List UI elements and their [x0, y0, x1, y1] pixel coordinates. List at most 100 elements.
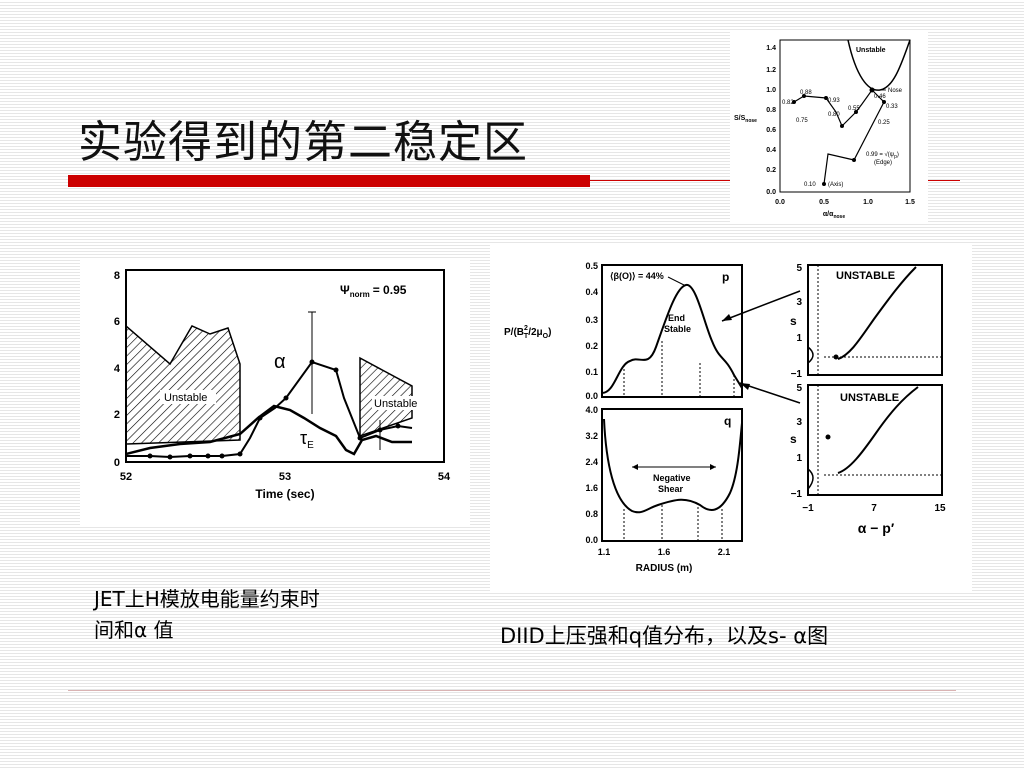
svg-text:0.5: 0.5 [585, 261, 598, 271]
negative-shear-1: Negative [653, 473, 691, 483]
svg-text:1: 1 [796, 453, 802, 464]
s-top-y-ticks: 5 3 1 −1 [791, 263, 803, 380]
svg-text:0.0: 0.0 [585, 535, 598, 545]
inset-s-alpha-trajectory: Unstable Nose 0.88 0.82 0.93 0.46 0.33 0… [734, 39, 915, 220]
svg-text:1.6: 1.6 [658, 547, 671, 557]
end-stable-2: Stable [664, 324, 691, 334]
svg-text:0.93: 0.93 [828, 98, 840, 104]
svg-text:1.2: 1.2 [766, 67, 776, 74]
end-stable-1: End [668, 313, 685, 323]
psi-norm-label: Ψnorm = 0.95 [340, 283, 407, 299]
svg-text:0.80: 0.80 [828, 112, 840, 118]
s-alpha-boundary-bottom [837, 386, 919, 474]
s-ylabel-top: s [790, 314, 797, 328]
svg-text:0.3: 0.3 [585, 315, 598, 325]
svg-text:2: 2 [114, 409, 120, 421]
svg-text:6: 6 [114, 316, 120, 328]
tau-e-label: τE [300, 428, 314, 451]
s-ylabel-bottom: s [790, 432, 797, 446]
svg-text:0.0: 0.0 [766, 189, 776, 196]
inset-point-labels: 0.88 0.82 0.93 0.46 0.33 0.55 0.80 0.75 … [782, 90, 898, 126]
svg-text:1.1: 1.1 [598, 547, 611, 557]
inset-edge-label: (Edge) [874, 160, 892, 166]
alpha-curve [126, 360, 413, 459]
diid-profiles: ⟨β(O)⟩ = 44% p End Stable 0.5 0.4 0.3 0.… [504, 261, 946, 574]
svg-text:0.46: 0.46 [874, 94, 886, 100]
unstable-region-left [125, 324, 241, 445]
svg-text:0.2: 0.2 [585, 341, 598, 351]
inset-ylabel: S/Snose [734, 115, 757, 124]
title-underline-bar [68, 175, 590, 187]
svg-text:7: 7 [871, 503, 877, 514]
svg-text:4: 4 [114, 363, 121, 375]
svg-text:0.8: 0.8 [585, 509, 598, 519]
caption-left-line1: JET上H模放电能量约束时 [94, 587, 320, 611]
svg-text:4.0: 4.0 [585, 405, 598, 415]
tau-e-curve [125, 404, 412, 456]
svg-text:0.33: 0.33 [886, 104, 898, 110]
svg-text:1.0: 1.0 [766, 87, 776, 94]
inset-panel: Unstable Nose 0.88 0.82 0.93 0.46 0.33 0… [730, 32, 928, 222]
alpha-label: α [274, 351, 286, 373]
jet-x-label: Time (sec) [255, 487, 314, 501]
inset-axis-value: 0.10 [804, 182, 816, 188]
svg-text:0.88: 0.88 [800, 90, 812, 96]
slide-title: 实验得到的第二稳定区 [78, 117, 528, 168]
inset-unstable-label: Unstable [856, 47, 886, 54]
q-curve [603, 418, 743, 514]
svg-text:0.0: 0.0 [585, 391, 598, 401]
caption-left-line2: 间和α 值 [94, 618, 174, 642]
unstable-label-left: Unstable [164, 392, 207, 404]
svg-text:5: 5 [796, 383, 802, 394]
beta-note: ⟨β(O)⟩ = 44% [610, 271, 664, 281]
inset-x-ticks: 0.0 0.5 1.0 1.5 [775, 199, 915, 206]
svg-text:2.4: 2.4 [585, 457, 598, 467]
svg-text:54: 54 [438, 471, 451, 483]
unstable-bottom-label: UNSTABLE [840, 392, 899, 404]
svg-text:1: 1 [796, 333, 802, 344]
s-alpha-x-ticks: −1 7 15 [802, 503, 946, 514]
svg-text:0.0: 0.0 [775, 199, 785, 206]
svg-text:15: 15 [934, 503, 946, 514]
svg-text:1.4: 1.4 [766, 45, 776, 52]
svg-text:3: 3 [796, 297, 802, 308]
svg-text:0.8: 0.8 [766, 107, 776, 114]
svg-text:0.82: 0.82 [782, 100, 794, 106]
svg-text:0.25: 0.25 [878, 120, 890, 126]
footer-rule [68, 690, 956, 691]
q-tag: q [724, 414, 731, 428]
radius-ticks: 1.1 1.6 2.1 [598, 547, 731, 557]
svg-text:3.2: 3.2 [585, 431, 598, 441]
unstable-label-right: Unstable [374, 398, 417, 410]
svg-text:0.4: 0.4 [585, 287, 598, 297]
svg-text:−1: −1 [802, 503, 814, 514]
s-bottom-y-ticks: 5 3 1 −1 [791, 383, 803, 500]
svg-text:1.6: 1.6 [585, 483, 598, 493]
s-alpha-boundary-top [837, 266, 917, 360]
q-y-ticks: 4.0 3.2 2.4 1.6 0.8 0.0 [585, 405, 598, 545]
svg-text:1.5: 1.5 [905, 199, 915, 206]
jet-y-ticks: 0 2 4 6 8 [114, 270, 121, 469]
inset-y-ticks: 1.4 1.2 1.0 0.8 0.6 0.4 0.2 0.0 [766, 45, 776, 196]
svg-text:5: 5 [796, 263, 802, 274]
negative-shear-2: Shear [658, 484, 684, 494]
svg-text:2.1: 2.1 [718, 547, 731, 557]
svg-text:0.6: 0.6 [766, 127, 776, 134]
inset-nose-label: Nose [888, 88, 903, 94]
svg-text:0.2: 0.2 [766, 167, 776, 174]
p-y-ticks: 0.5 0.4 0.3 0.2 0.1 0.0 [585, 261, 598, 401]
svg-text:0.5: 0.5 [819, 199, 829, 206]
inset-axis-label: (Axis) [828, 182, 843, 188]
svg-text:52: 52 [120, 471, 132, 483]
svg-text:−1: −1 [791, 369, 803, 380]
svg-text:0.75: 0.75 [796, 118, 808, 124]
svg-text:0.55: 0.55 [848, 106, 860, 112]
inset-trajectory [793, 89, 885, 185]
jet-plot-panel: Unstable Unstable Ψnorm = 0.95 α τE 0 2 4… [80, 258, 470, 526]
p-ylabel: P/(B2 T/2μO) [504, 325, 551, 340]
jet-x-ticks: 52 53 54 [120, 471, 451, 483]
inset-xlabel: α/αnose [823, 211, 845, 220]
svg-text:−1: −1 [791, 489, 803, 500]
caption-right: DIID上压强和q值分布，以及s- α图 [500, 624, 829, 648]
svg-text:0.4: 0.4 [766, 147, 776, 154]
